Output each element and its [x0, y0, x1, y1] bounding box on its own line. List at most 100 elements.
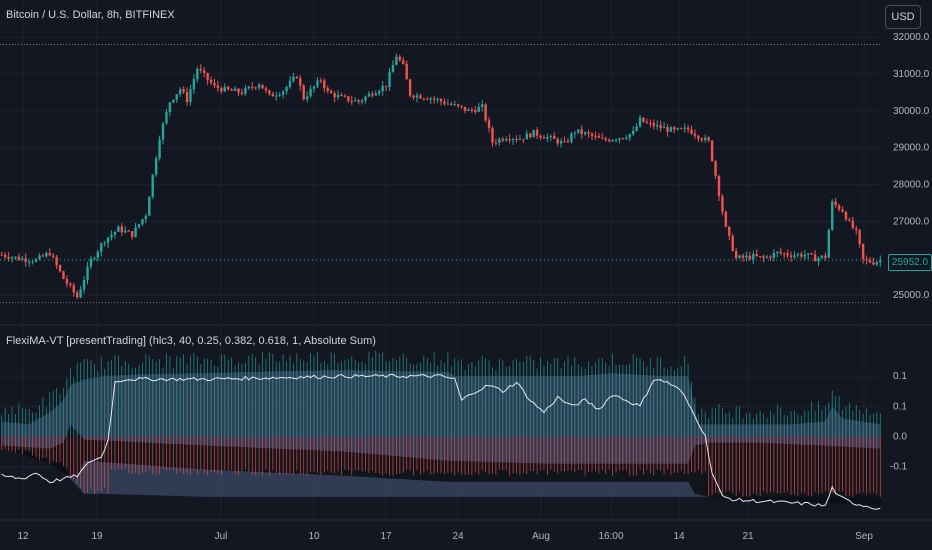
candle-body — [14, 256, 17, 258]
candle-body — [868, 259, 872, 263]
candle-body — [542, 137, 546, 139]
candle-body — [456, 104, 460, 106]
candle-body — [841, 209, 844, 212]
candle-body — [202, 70, 206, 73]
candle-body — [422, 98, 426, 100]
candle-body — [566, 141, 570, 143]
candle-body — [323, 80, 326, 89]
candle-body — [439, 99, 443, 102]
candle-body — [134, 227, 137, 237]
candle-body — [127, 230, 130, 232]
candle-body — [594, 135, 597, 137]
candle-body — [415, 95, 419, 98]
candle-body — [220, 88, 223, 92]
candle-body — [470, 109, 474, 111]
candle-body — [738, 255, 741, 258]
candle-body — [796, 253, 800, 256]
candle-body — [374, 93, 377, 96]
indicator-pane[interactable] — [1, 350, 881, 510]
candle-body — [683, 127, 686, 129]
candle-body — [666, 127, 669, 132]
time-tick-label: 14 — [673, 531, 685, 542]
candle-body — [652, 122, 655, 127]
candle-body — [58, 265, 62, 272]
candle-body — [758, 256, 762, 258]
candle-body — [865, 259, 868, 261]
candle-body — [268, 90, 271, 94]
candle-body — [779, 251, 782, 254]
candle-body — [350, 100, 353, 102]
candle-body — [501, 138, 504, 141]
candle-body — [336, 95, 340, 98]
candle-body — [213, 82, 216, 86]
candle-body — [793, 255, 796, 258]
candle-body — [618, 138, 621, 140]
candle-body — [563, 141, 566, 143]
candle-body — [206, 72, 209, 80]
candle-body — [299, 78, 302, 86]
candle-body — [251, 86, 254, 88]
currency-button[interactable]: USD — [885, 5, 921, 29]
candle-body — [154, 158, 158, 175]
candle-body — [848, 219, 851, 221]
candle-body — [329, 90, 333, 94]
candle-body — [669, 127, 673, 132]
candle-body — [151, 174, 154, 197]
candle-body — [450, 103, 453, 105]
candle-body — [247, 86, 251, 89]
candle-body — [391, 64, 395, 73]
indicator-title[interactable]: FlexiMA-VT [presentTrading] (hlc3, 40, 0… — [6, 335, 376, 347]
candle-body — [48, 253, 51, 256]
candle-body — [765, 256, 769, 258]
candle-body — [525, 133, 528, 140]
candle-body — [172, 99, 175, 103]
candle-body — [275, 95, 278, 97]
candle-body — [604, 138, 607, 140]
candle-body — [704, 137, 707, 141]
candle-body — [505, 139, 508, 141]
candle-body — [673, 127, 676, 130]
candle-body — [419, 95, 422, 99]
candle-body — [467, 109, 470, 111]
candle-body — [680, 128, 683, 130]
candle-body — [120, 226, 124, 233]
candle-body — [378, 91, 381, 94]
candle-body — [103, 242, 106, 244]
price-pane[interactable] — [0, 43, 882, 304]
candle-body — [168, 102, 172, 113]
candle-body — [611, 140, 614, 142]
candle-body — [690, 129, 693, 134]
candle-body — [453, 104, 456, 106]
candle-body — [656, 125, 659, 127]
candle-body — [45, 253, 48, 257]
candle-body — [288, 80, 292, 87]
candle-body — [165, 112, 168, 124]
candle-body — [137, 224, 141, 228]
candle-body — [257, 84, 261, 88]
time-axis[interactable]: 12 19 Jul 10 17 24 Aug 16:00 14 21 Sep — [17, 531, 873, 542]
candle-body — [292, 76, 295, 81]
candle-body — [508, 139, 511, 141]
candle-body — [559, 141, 563, 144]
candle-body — [635, 126, 638, 131]
candle-body — [642, 117, 645, 122]
candle-body — [402, 60, 405, 64]
price-tick-label: 28000.0 — [893, 180, 930, 191]
candle-body — [597, 136, 601, 138]
candle-body — [72, 285, 75, 293]
candle-body — [426, 98, 429, 100]
candle-body — [405, 63, 408, 80]
price-axis[interactable]: 25000.026000.027000.028000.029000.030000… — [890, 32, 930, 473]
candle-body — [728, 226, 731, 236]
candle-body — [227, 86, 230, 90]
candle-body — [474, 109, 477, 112]
time-tick-label: Jul — [215, 531, 228, 542]
candle-body — [158, 139, 161, 159]
candle-body — [182, 89, 185, 92]
time-tick-label: 19 — [91, 531, 103, 542]
candle-body — [844, 211, 848, 220]
symbol-title[interactable]: Bitcoin / U.S. Dollar, 8h, BITFINEX — [6, 9, 175, 21]
price-tick-label: 30000.0 — [893, 106, 930, 117]
candle-body — [148, 196, 151, 216]
